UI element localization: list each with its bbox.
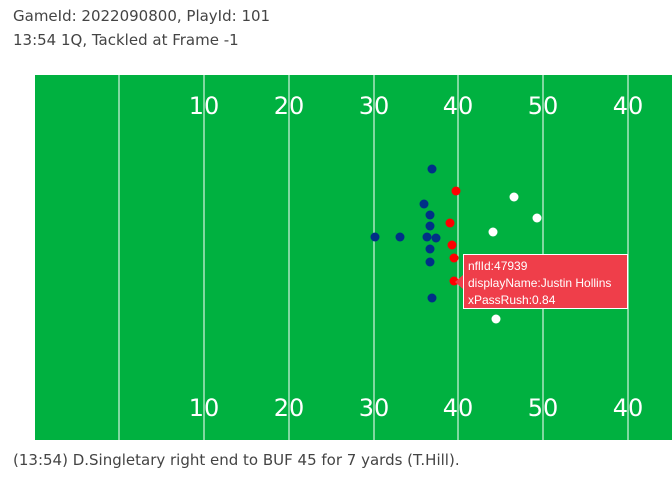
tooltip-display-name: displayName:Justin Hollins: [468, 276, 612, 290]
tooltip-xpassrush: xPassRush:0.84: [468, 293, 556, 307]
yard-number-top-50: 50: [528, 92, 559, 120]
yard-number-bottom-50: 50: [528, 394, 559, 422]
yard-number-bottom-30: 30: [359, 394, 390, 422]
yard-number-top-40: 40: [443, 92, 474, 120]
player-marker-offense[interactable]: [395, 232, 405, 242]
player-marker-defense[interactable]: [445, 218, 455, 228]
play-description: (13:54) D.Singletary right end to BUF 45…: [13, 451, 460, 469]
yard-number-top-10: 10: [189, 92, 220, 120]
player-marker-offense[interactable]: [425, 221, 435, 231]
player-marker-defense[interactable]: [451, 186, 461, 196]
play-title-line-2: 13:54 1Q, Tackled at Frame -1: [13, 31, 239, 49]
player-marker-offense[interactable]: [422, 232, 432, 242]
tooltip-nflid: nflId:47939: [468, 259, 528, 273]
player-marker-offense[interactable]: [370, 232, 380, 242]
player-marker-offense[interactable]: [425, 244, 435, 254]
player-marker-offense[interactable]: [425, 210, 435, 220]
player-marker-defense[interactable]: [447, 240, 457, 250]
player-marker-offense[interactable]: [431, 233, 441, 243]
play-title-line-1: GameId: 2022090800, PlayId: 101: [13, 7, 271, 25]
player-hover-tooltip: nflId:47939 displayName:Justin Hollins x…: [463, 254, 628, 309]
player-marker-white-team[interactable]: [488, 227, 498, 237]
player-markers[interactable]: [370, 164, 542, 324]
player-marker-offense[interactable]: [425, 257, 435, 267]
tooltip-pointer: [455, 275, 463, 289]
yard-number-top-30: 30: [359, 92, 390, 120]
player-marker-defense[interactable]: [449, 253, 459, 263]
yard-numbers-bottom: 10 20 30 40 50 40: [189, 394, 644, 422]
player-marker-offense[interactable]: [427, 164, 437, 174]
yard-number-bottom-40: 40: [443, 394, 474, 422]
player-marker-white-team[interactable]: [509, 192, 519, 202]
yard-number-top-40: 40: [613, 92, 644, 120]
player-marker-white-team[interactable]: [532, 213, 542, 223]
yard-number-bottom-10: 10: [189, 394, 220, 422]
yard-number-bottom-20: 20: [274, 394, 305, 422]
yard-number-bottom-40: 40: [613, 394, 644, 422]
yard-numbers-top: 10 20 30 40 50 40: [189, 92, 644, 120]
yard-number-top-20: 20: [274, 92, 305, 120]
player-marker-white-team[interactable]: [491, 314, 501, 324]
player-marker-offense[interactable]: [427, 293, 437, 303]
player-marker-offense[interactable]: [419, 199, 429, 209]
